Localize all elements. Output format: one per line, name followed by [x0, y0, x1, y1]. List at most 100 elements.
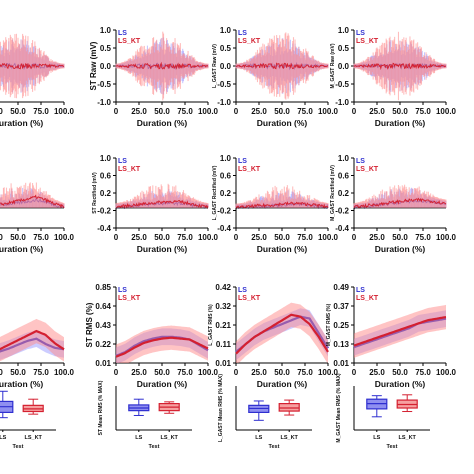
series-line-ls-kt [115, 61, 209, 70]
x-tick-label: 75.0 [415, 107, 431, 116]
legend-ls: LS [118, 30, 127, 37]
x-tick-label: 75.0 [415, 233, 431, 242]
y-tick-label: -1.0 [97, 98, 111, 107]
y-tick-label: 0.5 [338, 44, 350, 53]
y-tick-label: 0.01 [215, 359, 231, 368]
x-tick-label: 25.0 [0, 368, 3, 377]
x-tick-label: 75.0 [33, 107, 49, 116]
legend-ls: LS [118, 287, 127, 294]
x-tick-label: 75.0 [177, 233, 193, 242]
y-tick-label: -0.2 [335, 207, 349, 216]
x-axis-label: Duration (%) [137, 379, 188, 389]
y-axis-label: L_GAST RMS (%) [208, 304, 214, 346]
x-axis-label: Duration (%) [257, 379, 308, 389]
x-tick-label: 25.0 [251, 107, 267, 116]
y-tick-label: 0.85 [95, 283, 111, 292]
legend-ls-kt: LS_KT [356, 38, 379, 45]
x-tick-label: 25.0 [131, 368, 147, 377]
series-line-ls-kt [353, 197, 447, 209]
y-tick-label: 0.22 [95, 340, 111, 349]
x-axis-label: Duration (%) [375, 244, 426, 254]
variability-band [236, 302, 328, 363]
x-tick-label: LS [255, 435, 262, 441]
legend-ls: LS [238, 287, 247, 294]
x-tick-label: 75.0 [177, 107, 193, 116]
variability-band [116, 325, 208, 363]
variability-band [0, 318, 64, 362]
y-axis-label: M_GAST Rectified (mV) [330, 165, 336, 221]
y-axis-label: L_GAST Rectified (mV) [212, 165, 218, 220]
series-line-ls-kt [353, 316, 447, 347]
y-axis-label: ST Mean RMS (% MAX) [98, 380, 104, 435]
y-tick-label: 0.6 [100, 172, 112, 181]
rect-col4-panel: 1.0 0.6 0.2 -0.2 -0.40 25.0 50.0 75.0 100.0 Durat… [330, 154, 457, 254]
series-line-ls-kt [235, 201, 329, 209]
series-line-ls-kt [0, 329, 65, 351]
y-tick-label: 1.0 [220, 154, 232, 163]
y-tick-label: -0.5 [217, 80, 231, 89]
y-tick-label: -0.4 [335, 224, 349, 233]
x-tick-label: LS [373, 435, 380, 441]
y-axis-label: L_GAST Mean RMS (% MAX) [218, 374, 224, 442]
y-tick-label: 0.6 [220, 172, 232, 181]
y-axis-label: ST RMS (%) [85, 302, 94, 347]
x-tick-label: 50.0 [154, 233, 170, 242]
x-tick-label: 100.0 [54, 368, 75, 377]
x-tick-label: 50.0 [10, 368, 26, 377]
y-tick-label: -1.0 [217, 98, 231, 107]
x-tick-label: 0 [234, 368, 239, 377]
x-tick-label: 100.0 [198, 107, 219, 116]
y-tick-label: -0.4 [217, 224, 231, 233]
x-tick-label: 0 [114, 368, 119, 377]
y-tick-label: -0.5 [97, 80, 111, 89]
legend-ls: LS [238, 158, 247, 165]
legend-ls-kt: LS_KT [118, 166, 141, 173]
x-tick-label: 75.0 [33, 368, 49, 377]
y-axis-label: ST Raw (mV) [89, 41, 98, 90]
rect-col3-panel: 1.0 0.6 0.2 -0.2 -0.40 25.0 50.0 75.0 100.0 Durat… [212, 154, 339, 254]
y-tick-label: 0.01 [95, 359, 111, 368]
raw-col2-panel: 1.0 0.5 0.0 -0.5 -1.00 25.0 50.0 75.0 100.0 Durat… [89, 26, 219, 128]
x-tick-label: 75.0 [177, 368, 193, 377]
x-axis-label: Test [387, 444, 398, 450]
y-tick-label: 1.0 [100, 26, 112, 35]
y-tick-label: -0.5 [335, 80, 349, 89]
x-tick-label: LS_KT [280, 435, 298, 441]
x-tick-label: 25.0 [251, 368, 267, 377]
y-tick-label: 0.6 [338, 172, 350, 181]
legend-ls-kt: LS_KT [238, 166, 261, 173]
legend-ls-kt: LS_KT [356, 166, 379, 173]
x-tick-label: 75.0 [297, 368, 313, 377]
y-tick-label: 1.0 [220, 26, 232, 35]
y-tick-label: 0.21 [215, 321, 231, 330]
y-tick-label: 0.01 [333, 359, 349, 368]
x-tick-label: 75.0 [297, 107, 313, 116]
legend-ls-kt: LS_KT [118, 38, 141, 45]
x-tick-label: 100.0 [198, 233, 219, 242]
x-tick-label: 100.0 [318, 368, 339, 377]
y-tick-label: 0.0 [338, 62, 350, 71]
x-tick-label: 25.0 [131, 233, 147, 242]
x-axis-label: Test [269, 444, 280, 450]
y-axis-label: L_GAST Raw (mV) [212, 44, 218, 88]
y-tick-label: 0.37 [333, 302, 349, 311]
legend-ls: LS [238, 30, 247, 37]
y-tick-label: -0.4 [97, 224, 111, 233]
series-line-ls-kt [235, 62, 329, 70]
y-axis-label: M_GAST Mean RMS (% MAX) [336, 373, 342, 443]
x-tick-label: 100.0 [436, 233, 457, 242]
x-tick-label: LS_KT [398, 435, 416, 441]
x-tick-label: 0 [352, 107, 357, 116]
y-tick-label: 0.2 [338, 189, 350, 198]
series-line-ls-kt [115, 199, 209, 210]
rect-col2-panel: 1.0 0.6 0.2 -0.2 -0.40 25.0 50.0 75.0 100.0 Durat… [92, 154, 219, 254]
x-tick-label: LS_KT [24, 435, 42, 441]
series-line-ls-kt [0, 62, 65, 70]
x-tick-label: 0 [234, 233, 239, 242]
x-tick-label: 0 [352, 368, 357, 377]
